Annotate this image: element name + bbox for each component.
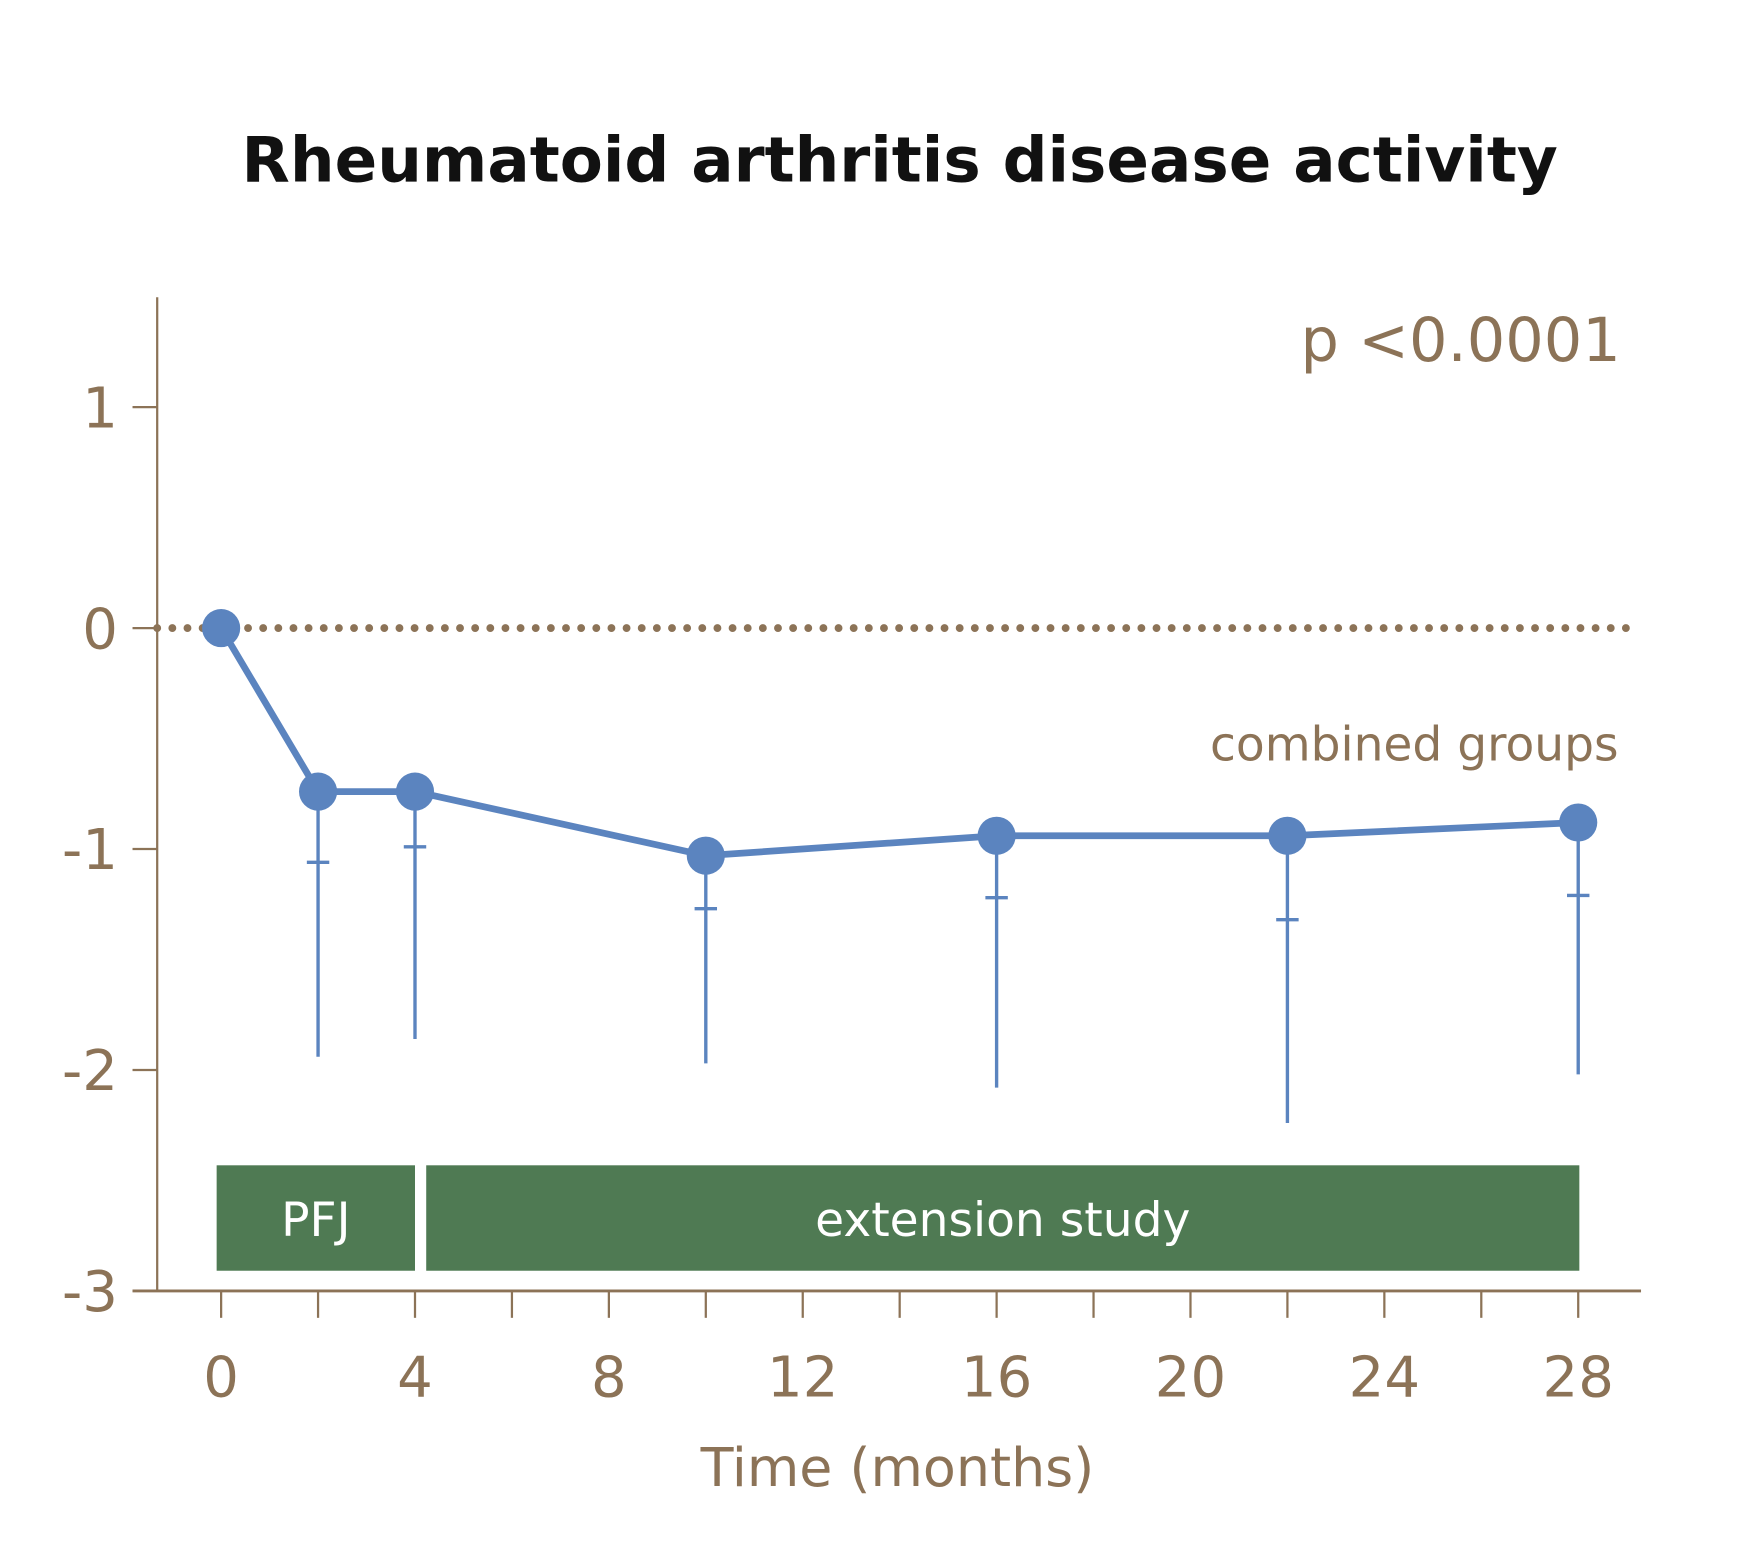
bands: PFJ extension study: [216, 1165, 1580, 1271]
data-point: [395, 772, 435, 811]
x-tick-label: 24: [1349, 1345, 1420, 1410]
x-tick-label: 28: [1543, 1345, 1614, 1410]
y-tick-label: -2: [62, 1039, 118, 1104]
p-value-label: p <0.0001: [1301, 306, 1621, 376]
chart-title: Rheumatoid arthritis disease activity: [242, 124, 1558, 197]
x-tick-label: 4: [397, 1345, 433, 1410]
x-tick-label: 20: [1155, 1345, 1226, 1410]
data-point: [1559, 803, 1598, 842]
series-label: combined groups: [1210, 717, 1619, 772]
data-points: [202, 609, 1598, 875]
data-point: [977, 816, 1016, 855]
axes: 1 0 -1 -2 -3 0 4 8 12 16 20 24 28: [62, 297, 1642, 1410]
data-point: [298, 772, 338, 811]
y-tick-label: -3: [62, 1260, 118, 1325]
band-extension-study: [426, 1165, 1580, 1271]
data-point: [686, 836, 725, 875]
band-pfj: [216, 1165, 415, 1271]
band-label: PFJ: [281, 1193, 350, 1248]
data-point: [202, 609, 241, 648]
x-axis-label: Time (months): [700, 1436, 1095, 1499]
y-tick-label: -1: [62, 818, 118, 883]
x-tick-label: 16: [961, 1345, 1032, 1410]
error-bars: [306, 791, 1590, 1123]
y-tick-label: 0: [82, 597, 118, 662]
y-tick-label: 1: [82, 376, 118, 441]
band-label: extension study: [815, 1193, 1190, 1248]
x-tick-label: 0: [203, 1345, 239, 1410]
x-tick-label: 12: [767, 1345, 838, 1410]
x-tick-label: 8: [591, 1345, 627, 1410]
data-point: [1268, 816, 1307, 855]
